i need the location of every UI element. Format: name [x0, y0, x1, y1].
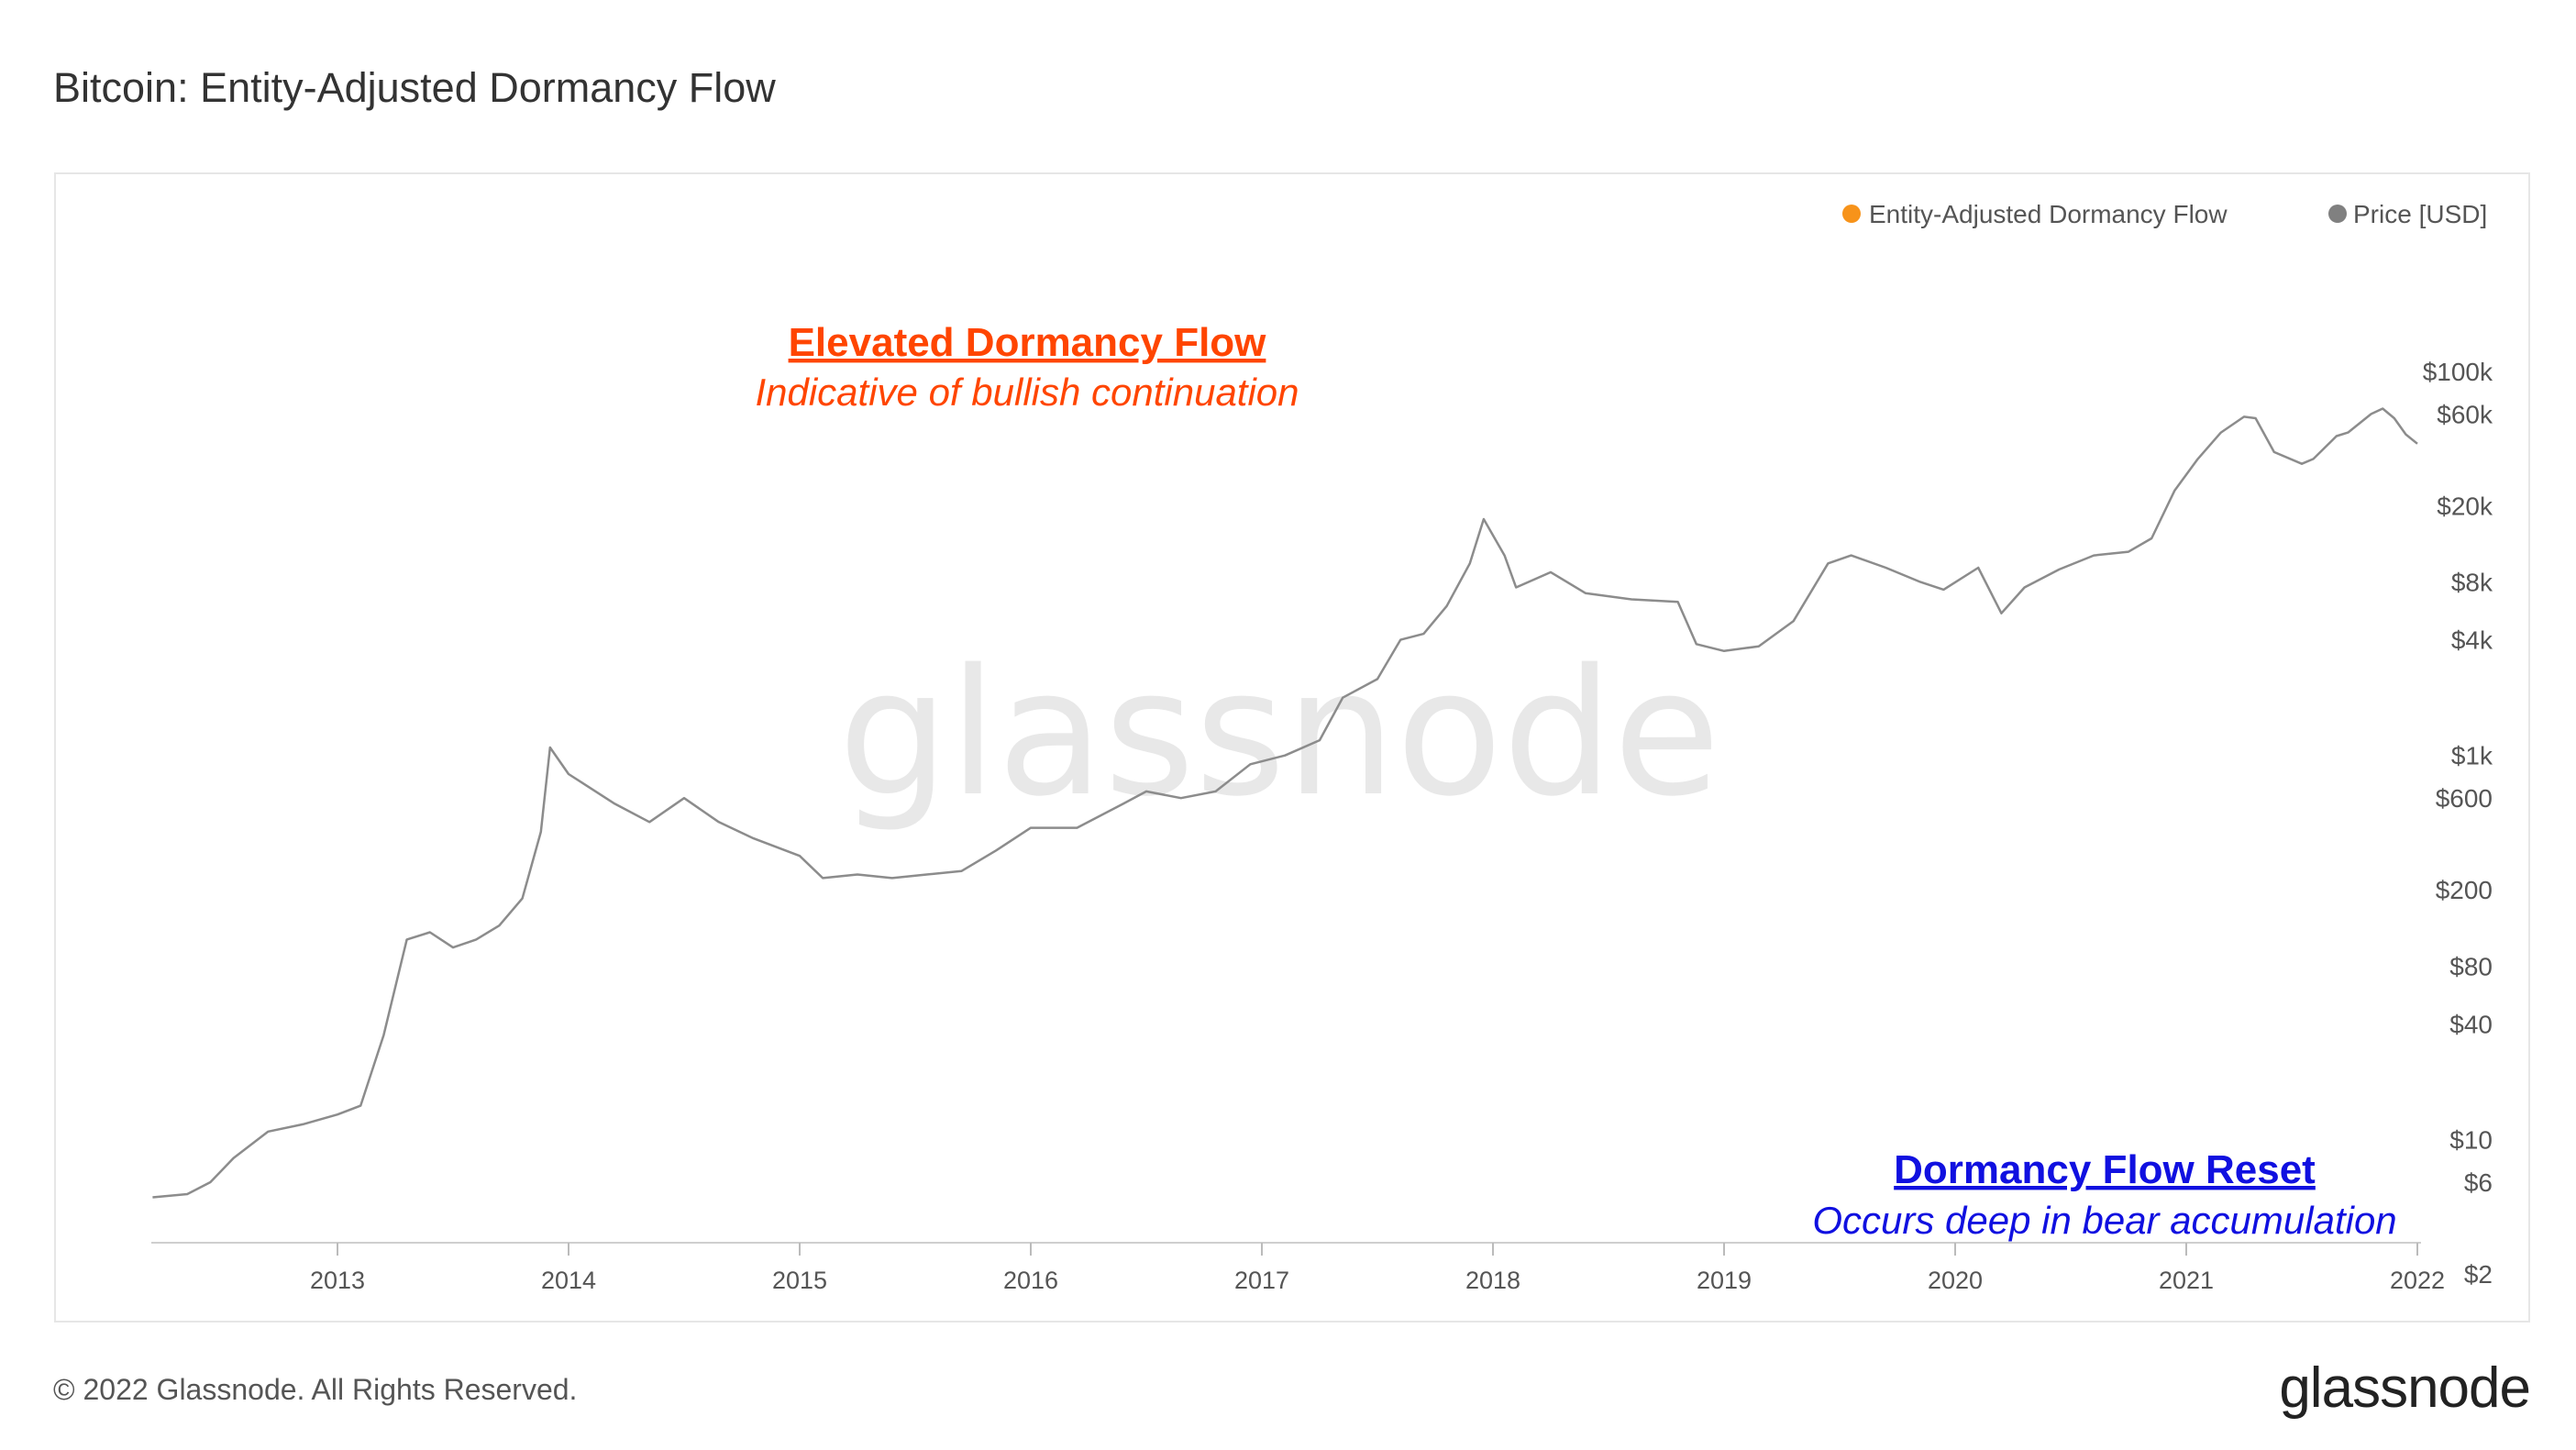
y-right-tick-label: $8k: [2451, 569, 2493, 597]
x-tick-label: 2013: [310, 1267, 365, 1294]
chart-frame: [54, 172, 2530, 1323]
legend-dormancy-label: Entity-Adjusted Dormancy Flow: [1869, 200, 2228, 228]
y-right-tick-label: $20k: [2437, 492, 2493, 520]
x-tick-label: 2022: [2390, 1267, 2445, 1294]
x-tick-label: 2019: [1697, 1267, 1752, 1294]
annotation-reset-title: Dormancy Flow Reset: [1894, 1147, 2316, 1192]
x-tick-label: 2014: [541, 1267, 596, 1294]
chart-title: Bitcoin: Entity-Adjusted Dormancy Flow: [53, 64, 776, 111]
y-right-tick-label: $1k: [2451, 742, 2493, 770]
legend: Entity-Adjusted Dormancy Flow Price [USD…: [1842, 200, 2487, 228]
y-right-tick-label: $40: [2449, 1010, 2493, 1038]
y-right-tick-label: $4k: [2451, 626, 2493, 655]
y-right-tick-label: $80: [2449, 952, 2493, 980]
axis-layer: 2013 2014 2015 2016 2017 2018 2019 2020 2021 2022…: [151, 358, 2493, 1294]
y-right-tick-label: $600: [2436, 784, 2493, 813]
x-tick-label: 2017: [1234, 1267, 1289, 1294]
series-layer: [152, 407, 2418, 1199]
legend-price-label: Price [USD]: [2353, 200, 2487, 228]
annotation-elevated: Elevated Dormancy Flow Indicative of bul…: [755, 320, 1299, 414]
annotation-elevated-subtitle: Indicative of bullish continuation: [755, 371, 1299, 414]
y-right-tick-label: $100k: [2423, 358, 2493, 386]
x-tick-label: 2021: [2159, 1267, 2214, 1294]
footer-logo: glassnode: [2279, 1356, 2531, 1420]
y-right-tick-label: $2: [2464, 1260, 2493, 1289]
x-tick-label: 2018: [1465, 1267, 1520, 1294]
price-line: [152, 407, 2418, 1199]
watermark: glassnode: [838, 632, 1720, 835]
y-right-tick-label: $60k: [2437, 400, 2493, 428]
legend-price-dot: [2328, 205, 2347, 223]
x-tick-label: 2020: [1928, 1267, 1983, 1294]
y-right-tick-label: $200: [2436, 876, 2493, 904]
footer-copyright: © 2022 Glassnode. All Rights Reserved.: [53, 1373, 578, 1406]
legend-dormancy-dot: [1842, 205, 1861, 223]
annotation-elevated-title: Elevated Dormancy Flow: [789, 320, 1267, 365]
x-tick-label: 2015: [772, 1267, 827, 1294]
x-tick-label: 2016: [1003, 1267, 1058, 1294]
y-right-tick-label: $10: [2449, 1126, 2493, 1155]
y-right-tick-label: $6: [2464, 1168, 2493, 1197]
annotation-reset-subtitle: Occurs deep in bear accumulation: [1812, 1199, 2396, 1242]
annotation-reset: Dormancy Flow Reset Occurs deep in bear …: [1812, 1147, 2396, 1242]
